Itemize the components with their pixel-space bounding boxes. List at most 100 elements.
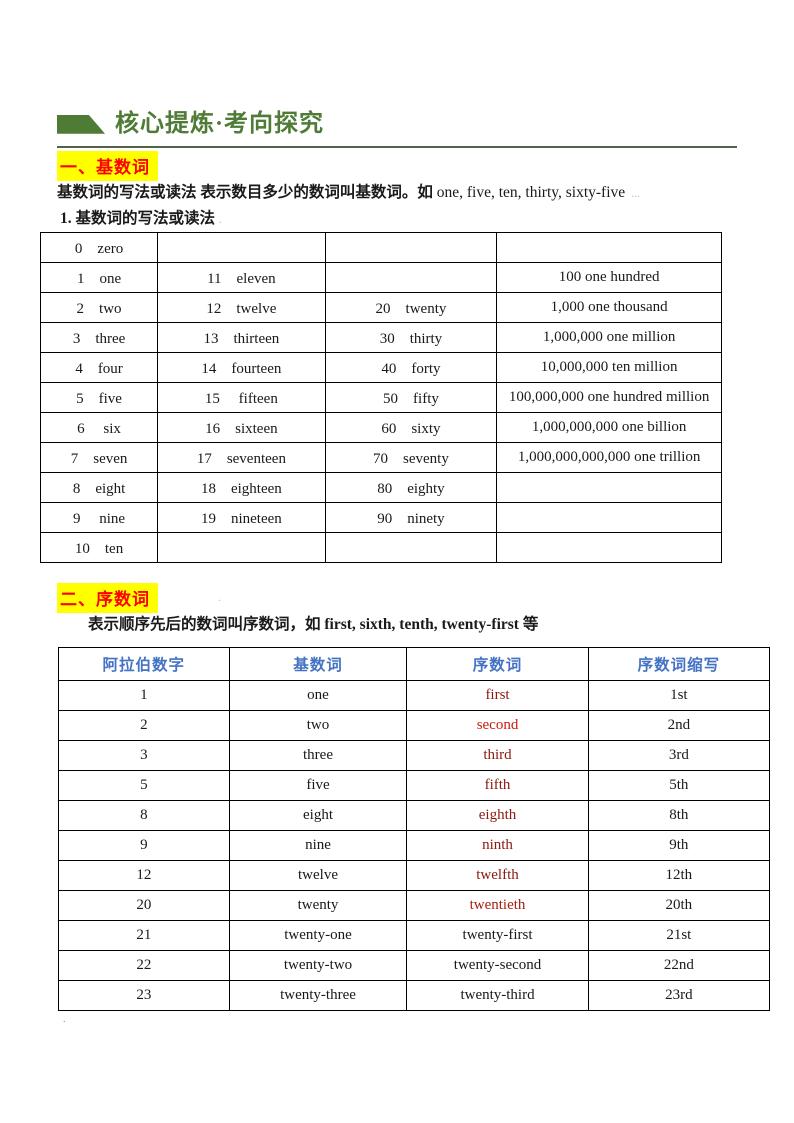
table-cell: 8	[58, 800, 230, 831]
table-cell: 21	[58, 920, 230, 951]
table-row: 22 twenty-two twenty-second 22nd	[58, 950, 771, 981]
section2-heading-text: 二、序数词	[60, 590, 150, 609]
table-row: 10 ten	[39, 532, 722, 563]
table-cell: 4 four	[39, 352, 159, 383]
table-cell: 5	[58, 770, 230, 801]
table-row: 2 two second 2nd	[58, 710, 771, 741]
page-title: 核心提炼·考向探究	[115, 111, 325, 137]
table-cell: 20	[58, 890, 230, 921]
section1-heading-text: 一、基数词	[60, 158, 150, 177]
table-cell: fifth	[406, 770, 589, 801]
table-cell: 1,000,000,000,000 one trillion	[496, 442, 722, 473]
table-row: 5 five fifth 5th	[58, 770, 771, 801]
table-row: 7 seven 17 seventeen 70 seventy 1,000,000,0…	[39, 442, 722, 473]
table-cell	[324, 232, 498, 263]
table-cell: 20th	[587, 890, 771, 921]
table-row: 12 twelve twelfth 12th	[58, 860, 771, 891]
table-cell: 2 two	[39, 292, 159, 323]
table-cell: 16 sixteen	[157, 412, 326, 443]
table-cell: 19 nineteen	[157, 502, 326, 533]
table-cell: twenty-first	[406, 920, 589, 951]
table-cell	[496, 532, 722, 563]
table-cell: 12	[58, 860, 230, 891]
table-cell: 7 seven	[39, 442, 159, 473]
table-cell: 10,000,000 ten million	[496, 352, 722, 383]
table-cell: twenty-third	[406, 980, 589, 1011]
table-cell: 2nd	[587, 710, 771, 741]
table-cell: 13 thirteen	[157, 322, 326, 353]
table-cell: 22nd	[587, 950, 771, 981]
table-cell: nine	[228, 830, 408, 861]
table-cell: 6 six	[39, 412, 159, 443]
table-cell: 9th	[587, 830, 771, 861]
table-cell: 15 fifteen	[157, 382, 326, 413]
table-row: 1 one 11 eleven 100 one hundred	[39, 262, 722, 293]
table-cell: twenty-second	[406, 950, 589, 981]
section2-intro: 表示顺序先后的数词叫序数词，如 first, sixth, tenth, twe…	[88, 615, 738, 636]
section1-heading: 一、基数词	[57, 151, 158, 181]
table-row: 8 eight 18 eighteen 80 eighty	[39, 472, 722, 503]
table-cell: 40 forty	[324, 352, 498, 383]
header-divider	[57, 146, 737, 149]
table-cell: 22	[58, 950, 230, 981]
stray-mark: .	[63, 1014, 66, 1025]
table-cell: 0 zero	[39, 232, 159, 263]
table-cell: five	[228, 770, 408, 801]
table-cell: 90 ninety	[324, 502, 498, 533]
table-row: 9 nine ninth 9th	[58, 830, 771, 861]
table-cell: twenty	[228, 890, 408, 921]
table-cell: third	[406, 740, 589, 771]
table-row: 6 six 16 sixteen 60 sixty 1,000,000,000 one…	[39, 412, 722, 443]
header-row: 阿拉伯数字 基数词 序数词 序数词缩写	[58, 647, 771, 681]
table-cell: 23	[58, 980, 230, 1011]
table-cell: 11 eleven	[157, 262, 326, 293]
table-row: 9 nine 19 nineteen 90 ninety	[39, 502, 722, 533]
table-cell: three	[228, 740, 408, 771]
table-cell: 21st	[587, 920, 771, 951]
table-cell	[157, 532, 326, 563]
table-row: 5 five 15 fifteen 50 fifty 100,000,000 one …	[39, 382, 722, 413]
table-cell: 9 nine	[39, 502, 159, 533]
table-cell	[496, 472, 722, 503]
table-cell	[496, 502, 722, 533]
table-cell: 5th	[587, 770, 771, 801]
table-row: 4 four 14 fourteen 40 forty 10,000,000 ten …	[39, 352, 722, 383]
section1-intro-zh: 基数词的写法或读法 表示数目多少的数词叫基数词。如	[57, 184, 437, 201]
section2-intro-zh: 表示顺序先后的数词叫序数词，如	[88, 616, 325, 633]
table-cell: 5 five	[39, 382, 159, 413]
section1-intro-en: one, five, ten, thirty, sixty-five	[436, 184, 626, 201]
column-header: 序数词	[406, 647, 589, 681]
column-header: 阿拉伯数字	[58, 647, 230, 681]
table-cell: 60 sixty	[324, 412, 498, 443]
table-cell: 14 fourteen	[157, 352, 326, 383]
table-cell: twentieth	[406, 890, 589, 921]
table-cell: first	[406, 680, 589, 711]
table-row: 8 eight eighth 8th	[58, 800, 771, 831]
table-cell: 3 three	[39, 322, 159, 353]
table-cell: twelfth	[406, 860, 589, 891]
table-cell	[157, 232, 326, 263]
table-row: 21 twenty-one twenty-first 21st	[58, 920, 771, 951]
column-header: 序数词缩写	[587, 647, 771, 681]
table-cell: 1st	[587, 680, 771, 711]
table-cell: 3	[58, 740, 230, 771]
table-cell: 1,000,000 one million	[496, 322, 722, 353]
table-cell: 8th	[587, 800, 771, 831]
section1-intro: 基数词的写法或读法 表示数目多少的数词叫基数词。如 one, five, ten…	[57, 183, 757, 204]
table-cell: 12th	[587, 860, 771, 891]
table-row: 0 zero	[39, 232, 722, 263]
table-cell: eight	[228, 800, 408, 831]
section1-subheading: 1. 基数词的写法或读法 .	[60, 210, 222, 227]
table-cell: 2	[58, 710, 230, 741]
header-banner: 核心提炼·考向探究	[57, 111, 737, 149]
cardinal-numbers-table: 0 zero 1 one 11 eleven 100 one hundred 2 two…	[39, 232, 722, 563]
table-cell: 1,000 one thousand	[496, 292, 722, 323]
ordinal-numbers-table: 阿拉伯数字 基数词 序数词 序数词缩写 1 one first 1st 2 two second 2…	[58, 647, 771, 1011]
table-row: 3 three third 3rd	[58, 740, 771, 771]
table-cell: 80 eighty	[324, 472, 498, 503]
table-cell: twelve	[228, 860, 408, 891]
table-cell: 10 ten	[39, 532, 159, 563]
section2-heading: 二、序数词	[57, 583, 158, 613]
table-cell: 8 eight	[39, 472, 159, 503]
